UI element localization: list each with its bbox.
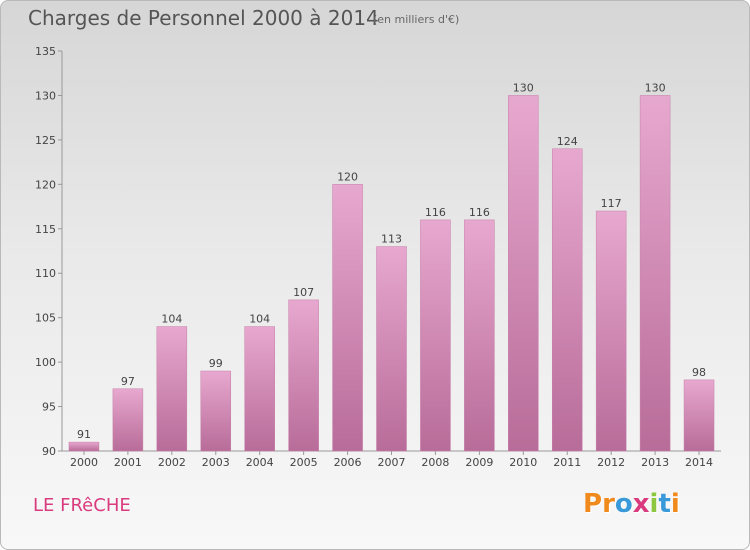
bar-value-label: 116 <box>425 206 446 219</box>
logo-letter: P <box>583 489 603 519</box>
bar-value-label: 91 <box>77 428 91 441</box>
chart-subtitle: (en milliers d'€) <box>373 13 460 26</box>
chart-axes: 90 95 100 105 110 115 120 125 130 135 2000 2001 2002… <box>35 45 721 469</box>
bar-value-label: 99 <box>209 357 223 370</box>
x-tick-label: 2009 <box>465 456 493 469</box>
bar-value-label: 113 <box>381 233 402 246</box>
bar <box>156 326 188 452</box>
x-tick-label: 2004 <box>246 456 274 469</box>
location-label: LE FRêCHE <box>33 495 131 516</box>
bar <box>683 379 715 452</box>
x-tick-label: 2000 <box>70 456 98 469</box>
y-tick-label: 90 <box>42 445 56 458</box>
x-tick-label: 2011 <box>553 456 581 469</box>
logo-letter: o <box>614 489 633 519</box>
x-tick-label: 2005 <box>290 456 318 469</box>
x-tick-label: 2001 <box>114 456 142 469</box>
bar <box>200 370 232 452</box>
x-tick-label: 2010 <box>509 456 537 469</box>
logo-letter: t <box>658 489 671 519</box>
bar-value-label: 104 <box>161 313 182 326</box>
bar <box>288 299 319 452</box>
bar <box>639 95 671 452</box>
bar-series: 91 97 104 99 104 107 120 113 116 116 130 124 117 130 9… <box>68 81 715 452</box>
bar-value-label: 98 <box>692 366 706 379</box>
bar-value-label: 130 <box>645 81 666 94</box>
bar <box>332 184 363 452</box>
y-tick-label: 110 <box>35 267 56 280</box>
bar <box>420 219 451 452</box>
bar-value-label: 130 <box>513 81 534 94</box>
bar-value-label: 97 <box>121 375 135 388</box>
logo-letter: i <box>649 489 659 519</box>
bar <box>595 210 627 452</box>
x-tick-label: 2003 <box>202 456 230 469</box>
y-tick-label: 125 <box>35 134 56 147</box>
bar-value-label: 104 <box>249 313 270 326</box>
bar <box>551 148 583 452</box>
x-tick-label: 2013 <box>641 456 669 469</box>
bar <box>376 246 407 452</box>
bar-value-label: 120 <box>337 170 358 183</box>
bar <box>508 95 539 452</box>
y-tick-label: 100 <box>35 356 56 369</box>
bar-value-label: 117 <box>601 197 622 210</box>
bar-value-label: 116 <box>469 206 490 219</box>
bar <box>68 441 100 452</box>
y-tick-label: 95 <box>42 401 56 414</box>
bar-value-label: 124 <box>557 135 578 148</box>
x-tick-label: 2006 <box>334 456 362 469</box>
logo-letter: x <box>632 489 650 519</box>
bar <box>112 388 144 452</box>
y-tick-label: 130 <box>35 89 56 102</box>
x-tick-label: 2012 <box>597 456 625 469</box>
x-tick-label: 2008 <box>421 456 449 469</box>
bar-value-label: 107 <box>293 286 314 299</box>
y-tick-label: 120 <box>35 178 56 191</box>
logo-letter: i <box>670 489 680 519</box>
chart-title: Charges de Personnel 2000 à 2014 <box>28 6 379 30</box>
proxiti-logo: Proxiti <box>583 489 680 519</box>
x-tick-label: 2002 <box>158 456 186 469</box>
logo-letter: r <box>602 489 615 519</box>
bar <box>244 326 275 452</box>
y-tick-label: 105 <box>35 312 56 325</box>
x-tick-label: 2007 <box>378 456 406 469</box>
bar <box>464 219 495 452</box>
x-tick-label: 2014 <box>685 456 713 469</box>
y-tick-label: 135 <box>35 45 56 58</box>
y-tick-label: 115 <box>35 223 56 236</box>
